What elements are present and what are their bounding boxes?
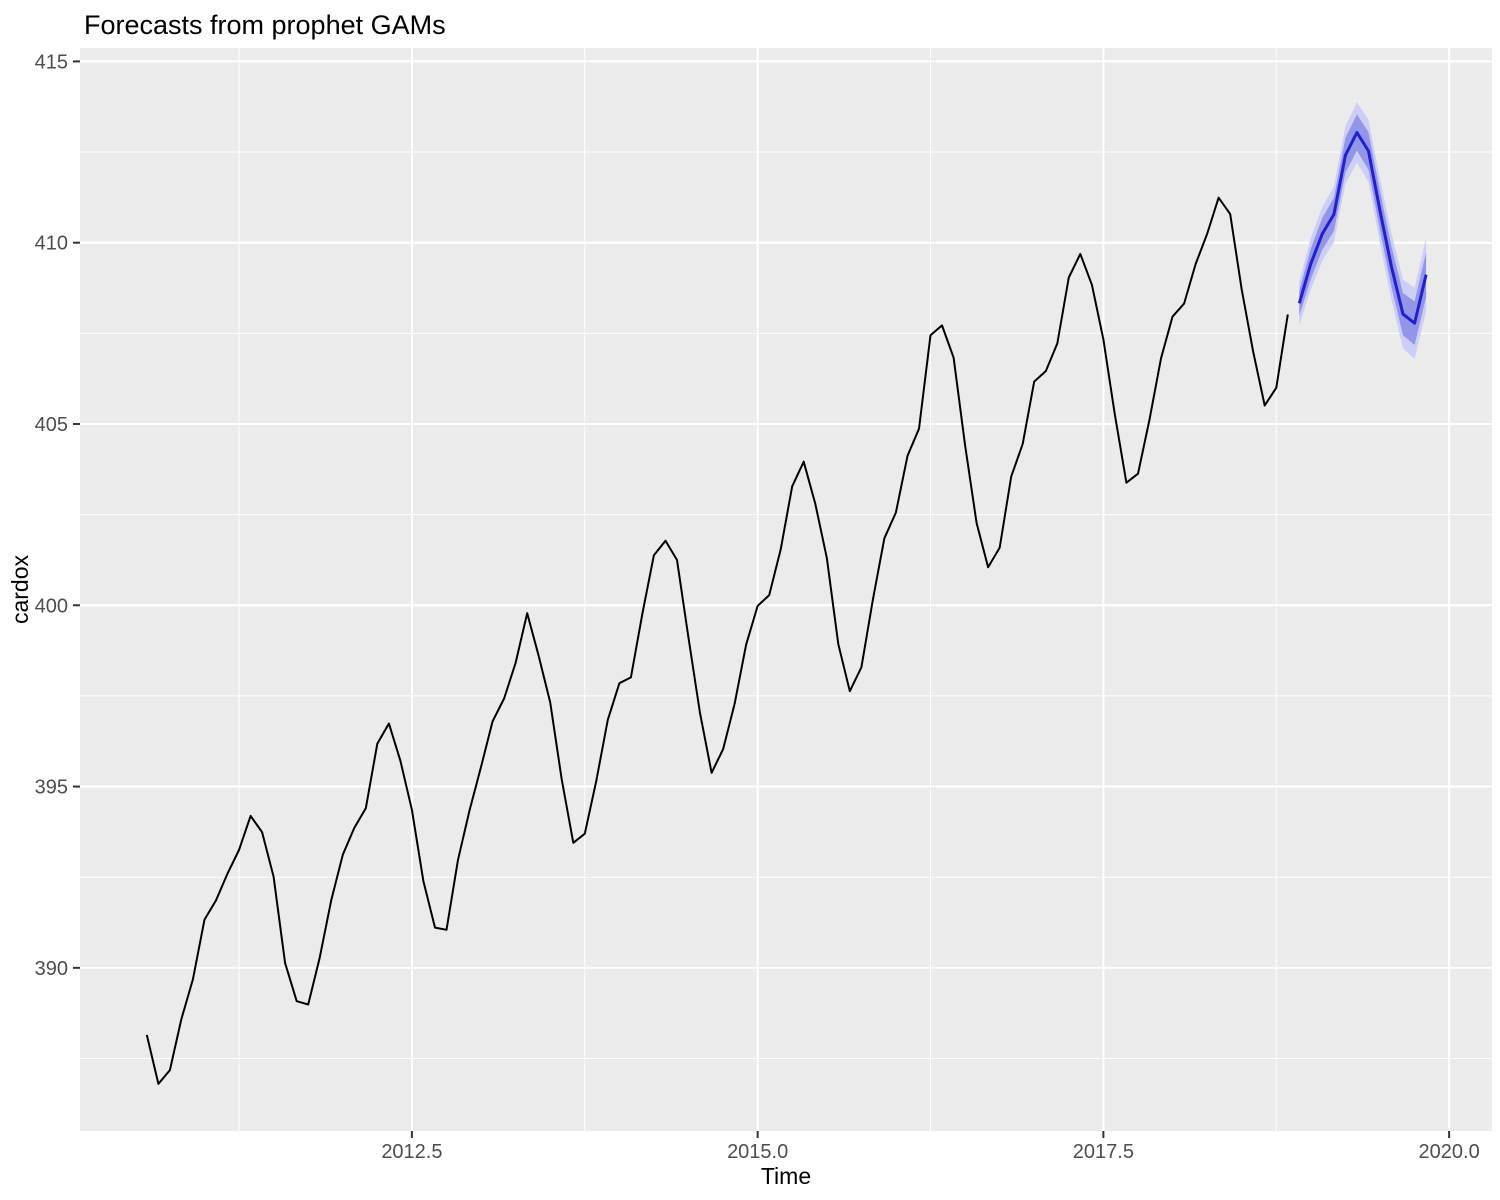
y-tick-label: 410 (35, 233, 68, 255)
chart-title: Forecasts from prophet GAMs (84, 10, 446, 40)
x-axis-title: Time (761, 1163, 811, 1189)
x-tick-label: 2015.0 (727, 1141, 788, 1163)
y-axis-title: cardox (7, 554, 33, 624)
y-tick-label: 400 (35, 595, 68, 617)
observed-line (145, 196, 1289, 1085)
forecast-ribbon-interval-80 (1299, 114, 1427, 345)
y-tick-label: 395 (35, 777, 68, 799)
y-tick-label: 415 (35, 51, 68, 73)
x-tick-label: 2012.5 (381, 1141, 442, 1163)
x-tick-label: 2020.0 (1419, 1141, 1480, 1163)
plot-panel (80, 48, 1492, 1131)
forecast-mean-line (1297, 131, 1428, 325)
y-tick-label: 405 (35, 414, 68, 436)
y-tick-label: 390 (35, 958, 68, 980)
x-tick-label: 2017.5 (1073, 1141, 1134, 1163)
